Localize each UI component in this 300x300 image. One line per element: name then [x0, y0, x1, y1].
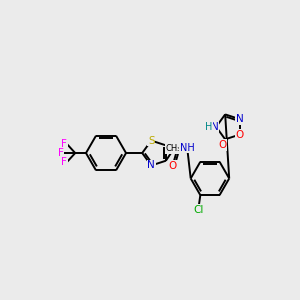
Text: O: O: [169, 161, 177, 171]
Text: S: S: [148, 136, 154, 146]
Text: Cl: Cl: [194, 205, 204, 215]
Text: O: O: [236, 130, 244, 140]
Text: F: F: [61, 157, 68, 167]
Text: H: H: [205, 122, 212, 132]
Text: F: F: [61, 139, 68, 149]
Text: O: O: [218, 140, 226, 150]
Text: N: N: [236, 114, 244, 124]
Text: N: N: [147, 160, 155, 170]
Text: CH₃: CH₃: [166, 144, 181, 153]
Text: NH: NH: [180, 143, 195, 153]
Text: F: F: [58, 148, 64, 158]
Text: N: N: [211, 122, 218, 132]
